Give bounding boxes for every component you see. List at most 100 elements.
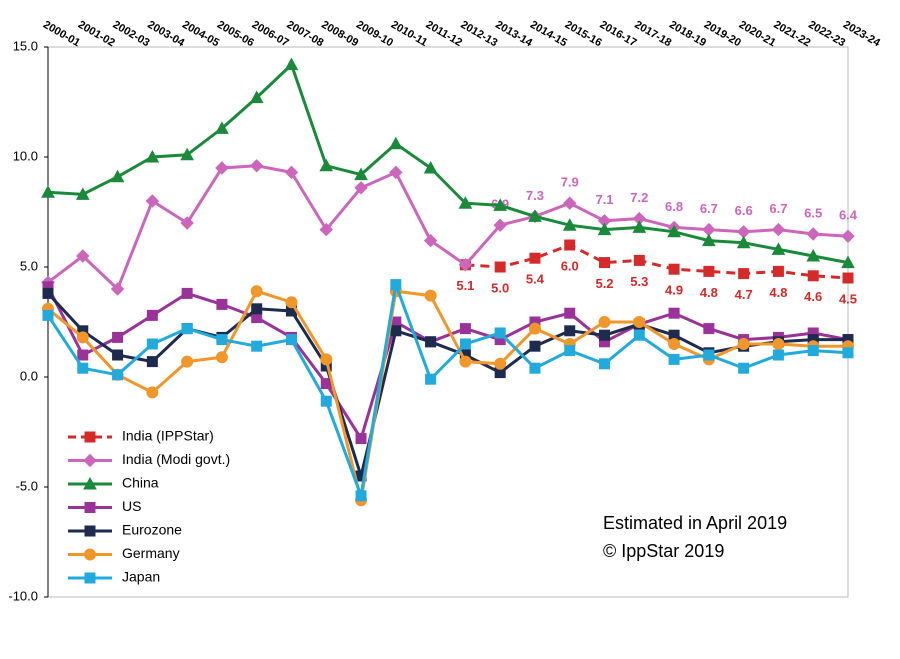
data-label: 7.2 bbox=[630, 190, 648, 205]
legend-label: Germany bbox=[122, 545, 180, 561]
data-point bbox=[355, 433, 367, 445]
data-point bbox=[668, 263, 680, 275]
series-line bbox=[46, 286, 849, 443]
x-tick-label: 2005-06 bbox=[215, 19, 256, 50]
data-label: 4.6 bbox=[804, 289, 822, 304]
data-point bbox=[493, 198, 508, 211]
data-point bbox=[77, 349, 89, 361]
data-point bbox=[77, 362, 89, 374]
data-point bbox=[285, 296, 298, 309]
data-point bbox=[806, 227, 820, 241]
x-tick-label: 2004-05 bbox=[180, 19, 221, 50]
x-tick-label: 2016-17 bbox=[598, 19, 639, 50]
data-point bbox=[668, 338, 681, 350]
data-label: 5.0 bbox=[491, 280, 509, 295]
data-point bbox=[597, 222, 612, 236]
data-point bbox=[564, 307, 576, 319]
x-tick-label: 2018-19 bbox=[667, 19, 708, 50]
data-point bbox=[771, 222, 786, 237]
data-point bbox=[632, 220, 647, 233]
data-point bbox=[599, 257, 611, 269]
data-point bbox=[284, 165, 299, 180]
data-point bbox=[633, 316, 646, 328]
data-point bbox=[564, 345, 576, 357]
data-point bbox=[459, 338, 471, 350]
legend-marker bbox=[84, 502, 96, 513]
x-tick-label: 2020-21 bbox=[737, 19, 778, 50]
x-tick-label: 2011-12 bbox=[424, 19, 464, 49]
x-tick-label: 2007-08 bbox=[285, 19, 326, 50]
data-point bbox=[354, 167, 368, 181]
data-point bbox=[807, 345, 819, 357]
data-point bbox=[145, 149, 160, 163]
data-point bbox=[390, 325, 402, 337]
data-point bbox=[667, 224, 681, 238]
series-line bbox=[46, 292, 848, 482]
x-tick-label: 2014-15 bbox=[528, 19, 569, 50]
data-point bbox=[76, 331, 89, 344]
data-point bbox=[772, 338, 785, 350]
series-line bbox=[465, 243, 849, 280]
data-point bbox=[181, 355, 194, 368]
data-label: 4.5 bbox=[839, 291, 857, 306]
x-tick-label: 2002-03 bbox=[111, 19, 152, 50]
annotation: Estimated in April 2019 bbox=[603, 513, 787, 533]
data-point bbox=[146, 386, 159, 399]
data-label: 4.7 bbox=[735, 287, 753, 302]
data-point bbox=[249, 159, 264, 173]
legend-label: India (IPPStar) bbox=[122, 428, 214, 444]
data-point bbox=[284, 57, 299, 71]
data-label: 6.8 bbox=[665, 199, 683, 214]
data-point bbox=[216, 334, 228, 346]
data-label: 6.5 bbox=[804, 205, 822, 220]
data-label: 6.0 bbox=[561, 258, 579, 273]
legend-label: US bbox=[122, 498, 141, 514]
data-point bbox=[529, 252, 541, 264]
data-point bbox=[355, 490, 367, 502]
data-point bbox=[599, 329, 611, 341]
data-point bbox=[320, 353, 333, 366]
data-point bbox=[633, 254, 645, 266]
data-point bbox=[702, 233, 716, 247]
data-point bbox=[703, 349, 715, 361]
series-line bbox=[47, 289, 848, 501]
data-point bbox=[772, 265, 784, 277]
data-point bbox=[738, 362, 750, 374]
x-tick-label: 2008-09 bbox=[319, 19, 360, 50]
x-tick-label: 2009-10 bbox=[354, 19, 395, 50]
data-point bbox=[668, 353, 680, 365]
data-point bbox=[806, 248, 821, 262]
data-point bbox=[319, 222, 333, 237]
legend-marker bbox=[84, 572, 96, 584]
legend-label: India (Modi govt.) bbox=[122, 451, 230, 467]
data-label: 4.8 bbox=[700, 285, 718, 300]
data-point bbox=[285, 334, 297, 346]
data-point bbox=[180, 147, 194, 161]
data-point bbox=[564, 239, 576, 251]
data-point bbox=[145, 194, 160, 208]
data-point bbox=[842, 347, 854, 359]
legend-marker bbox=[83, 476, 97, 490]
x-tick-label: 2019-20 bbox=[702, 19, 743, 50]
data-point bbox=[146, 356, 158, 368]
data-point bbox=[251, 340, 263, 352]
data-point bbox=[737, 338, 750, 350]
data-point bbox=[841, 255, 855, 269]
data-label: 7.1 bbox=[595, 192, 613, 207]
data-label: 6.7 bbox=[769, 201, 787, 216]
data-point bbox=[841, 229, 855, 243]
data-point bbox=[319, 158, 334, 172]
data-point bbox=[215, 351, 228, 364]
data-point bbox=[736, 235, 751, 249]
x-tick-label: 2021-22 bbox=[771, 19, 812, 50]
data-label: 7.9 bbox=[561, 175, 579, 190]
legend-label: Eurozone bbox=[122, 522, 182, 538]
legend-marker bbox=[84, 431, 96, 443]
data-point bbox=[110, 169, 125, 183]
data-point bbox=[703, 265, 715, 277]
annotation: © IppStar 2019 bbox=[603, 541, 724, 561]
data-label: 6.6 bbox=[735, 203, 753, 218]
data-point bbox=[112, 349, 124, 361]
data-point bbox=[563, 196, 577, 210]
data-point bbox=[424, 289, 437, 302]
